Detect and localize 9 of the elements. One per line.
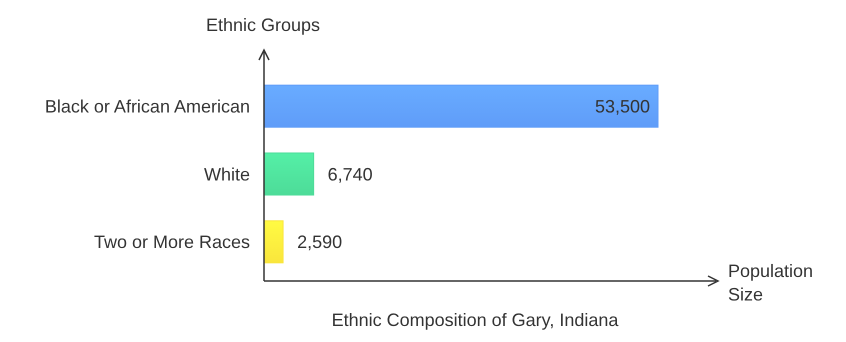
x-axis-title: Population Size	[728, 261, 814, 304]
y-tick-label: Two or More Races	[94, 232, 250, 252]
data-label: 2,590	[297, 232, 342, 252]
data-label: 53,500	[594, 96, 650, 116]
y-axis-title: Ethnic Groups	[206, 15, 320, 35]
y-tick-label: White	[204, 164, 250, 184]
text: Ethnic Composition of Gary, Indiana	[332, 310, 620, 330]
data-label: 6,740	[328, 164, 373, 184]
y-tick-label: Black or African American	[44, 96, 250, 116]
